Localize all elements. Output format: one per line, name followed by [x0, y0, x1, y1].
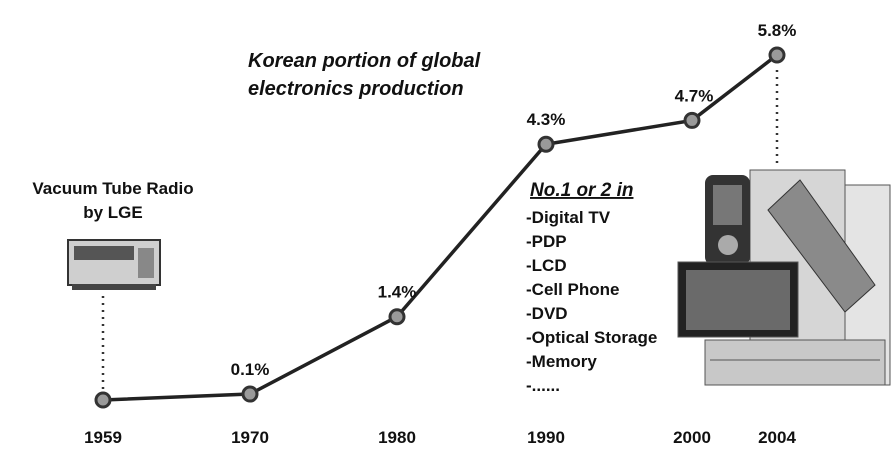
data-point: [390, 310, 404, 324]
list-item: -......: [526, 376, 560, 395]
chart-title: Korean portion of global: [248, 50, 481, 72]
electronics-image: [678, 170, 890, 385]
list-item: -Digital TV: [526, 208, 611, 227]
list-item: -Optical Storage: [526, 328, 657, 347]
value-label: 0.1%: [231, 360, 270, 379]
annotation: Vacuum Tube Radio: [32, 179, 193, 198]
x-tick-label: 2004: [758, 428, 796, 447]
list-item: -Cell Phone: [526, 280, 620, 299]
list-item: -Memory: [526, 352, 597, 371]
data-point: [770, 48, 784, 62]
x-tick-label: 1959: [84, 428, 122, 447]
list-item: -LCD: [526, 256, 567, 275]
list-item: -DVD: [526, 304, 568, 323]
chart-title: electronics production: [248, 78, 464, 100]
chart: Korean portion of global electronics pro…: [0, 0, 895, 453]
x-tick-label: 1990: [527, 428, 565, 447]
x-tick-label: 1980: [378, 428, 416, 447]
x-tick-label: 1970: [231, 428, 269, 447]
x-tick-label: 2000: [673, 428, 711, 447]
value-label: 1.4%: [378, 283, 417, 302]
list-item: -PDP: [526, 232, 567, 251]
annotation: by LGE: [83, 203, 143, 222]
value-label: 4.3%: [527, 110, 566, 129]
data-point: [685, 113, 699, 127]
data-line: [103, 55, 777, 400]
radio-image: [68, 240, 160, 290]
data-point: [539, 137, 553, 151]
value-label: 5.8%: [758, 21, 797, 40]
data-point: [96, 393, 110, 407]
data-point: [243, 387, 257, 401]
list-heading: No.1 or 2 in: [530, 180, 633, 201]
value-label: 4.7%: [675, 86, 714, 105]
